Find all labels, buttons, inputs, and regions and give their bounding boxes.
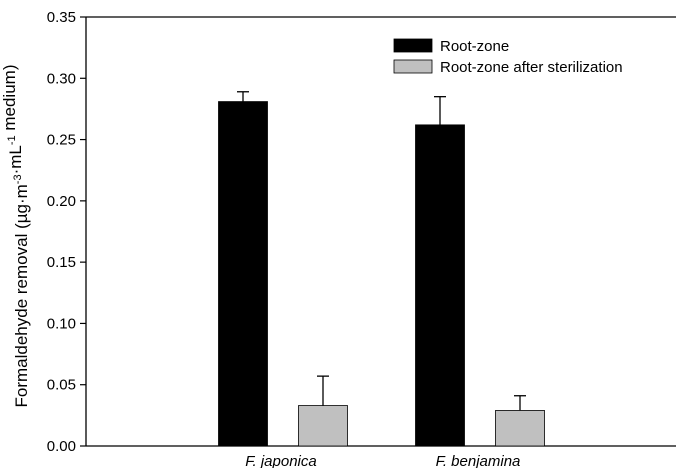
y-tick-label: 0.20 xyxy=(47,193,76,210)
y-tick-label: 0.05 xyxy=(47,377,76,394)
y-axis-ticks: 0.00 0.05 0.10 0.15 0.20 0.25 0.30 0.35 xyxy=(47,9,86,455)
y-tick-label: 0.00 xyxy=(47,438,76,455)
y-axis-title-superscript: -1 xyxy=(6,135,18,145)
legend-label: Root-zone after sterilization xyxy=(440,59,623,76)
y-axis-title-part: Formaldehyde removal (µg·m xyxy=(12,184,31,407)
y-axis-title-part: medium) xyxy=(0,64,19,135)
y-tick-label: 0.30 xyxy=(47,70,76,87)
y-tick-label: 0.10 xyxy=(47,315,76,332)
legend-label: Root-zone xyxy=(440,38,509,55)
y-tick-label: 0.15 xyxy=(47,254,76,271)
bar xyxy=(218,101,268,447)
x-category-label: F. japonica xyxy=(245,453,316,468)
bars xyxy=(218,101,545,447)
y-tick-label: 0.35 xyxy=(47,9,76,26)
y-tick-label: 0.25 xyxy=(47,132,76,149)
y-axis-title-superscript: -3 xyxy=(12,174,24,184)
legend-swatch xyxy=(393,59,433,74)
y-axis-title: Formaldehyde removal (µg·m-3·mL-1 medium… xyxy=(0,64,31,407)
y-axis-title-part: ·mL xyxy=(6,145,25,174)
x-axis-categories: F. japonica F. benjamina xyxy=(245,453,520,468)
bar xyxy=(415,124,465,447)
x-category-label: F. benjamina xyxy=(436,453,521,468)
axes xyxy=(85,16,676,447)
bar xyxy=(495,410,545,447)
error-bars xyxy=(237,91,526,411)
legend-swatch xyxy=(393,38,433,53)
legend: Root-zone Root-zone after sterilization xyxy=(393,38,623,76)
bar xyxy=(298,405,348,447)
